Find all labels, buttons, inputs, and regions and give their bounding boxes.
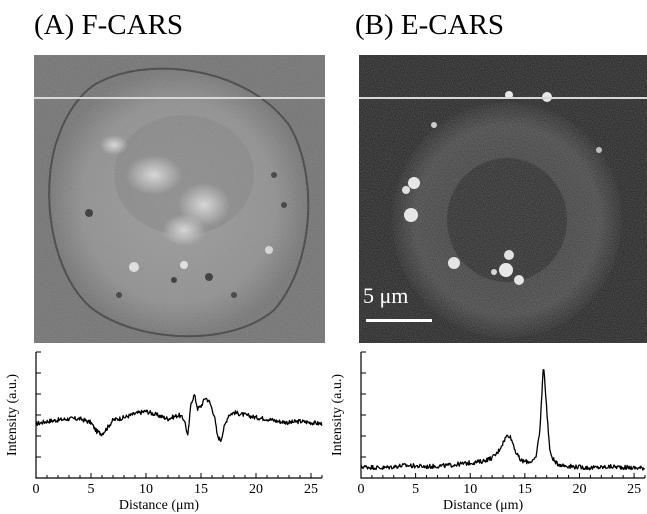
- x-tick-label: 25: [627, 482, 641, 497]
- x-tick-label: 15: [194, 482, 208, 497]
- x-tick-label: 5: [412, 482, 419, 497]
- axis-lines: [360, 352, 645, 479]
- fcars-micrograph: [34, 55, 325, 343]
- x-tick-label: 25: [304, 482, 318, 497]
- intensity-line: [360, 369, 645, 471]
- x-tick-label: 10: [463, 482, 477, 497]
- x-tick-label: 15: [518, 482, 532, 497]
- x-tick-label: 0: [358, 482, 365, 497]
- x-axis-title: Distance (μm): [443, 498, 524, 513]
- x-tick-label: 20: [249, 482, 263, 497]
- x-tick-label: 5: [88, 482, 95, 497]
- x-tick-label: 10: [139, 482, 153, 497]
- panel-b-title: (B) E-CARS: [355, 9, 505, 41]
- scale-bar: [366, 319, 432, 322]
- intensity-line: [35, 394, 323, 443]
- x-tick-label: 0: [33, 482, 40, 497]
- scale-bar-label: 5 μm: [363, 283, 408, 308]
- x-axis-title: Distance (μm): [119, 498, 200, 513]
- x-tick-label: 20: [572, 482, 586, 497]
- ecars-micrograph: 5 μm: [359, 55, 647, 343]
- y-axis-title: Intensity (a.u.): [330, 374, 345, 456]
- panel-a-title: (A) F-CARS: [34, 9, 184, 41]
- y-axis-title: Intensity (a.u.): [5, 374, 20, 456]
